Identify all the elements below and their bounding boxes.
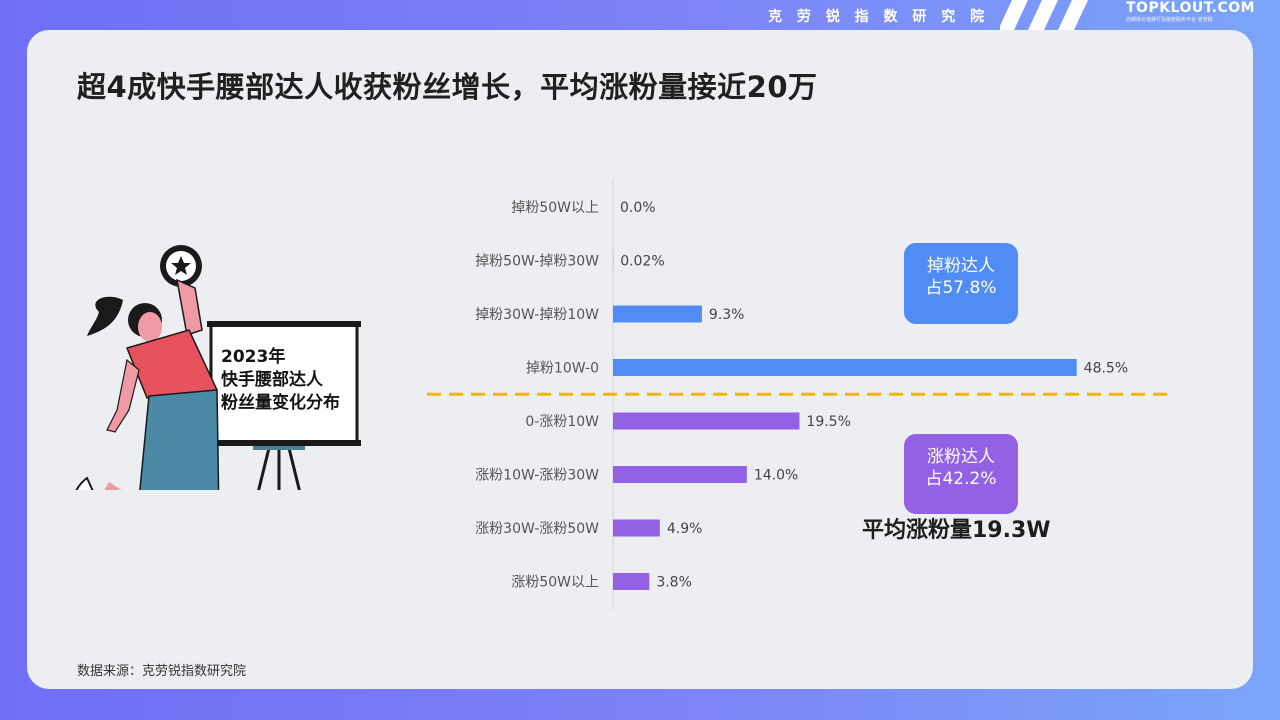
brand-name: TOPKLOUT.COM — [1126, 0, 1256, 16]
bar — [613, 519, 660, 537]
category-label: 涨粉10W-涨粉30W — [475, 468, 599, 484]
value-label: 14.0% — [754, 468, 798, 484]
content-card: 超4成快手腰部达人收获粉丝增长，平均涨粉量接近20万 — [27, 30, 1253, 689]
value-label: 19.5% — [806, 414, 850, 430]
value-label: 48.5% — [1084, 361, 1128, 377]
bar — [613, 359, 1077, 376]
fan-change-bar-chart: 掉粉50W以上 0.0% 掉粉50W-掉粉30W 0.02% 掉粉30W-掉粉10W 9.… — [427, 180, 1167, 610]
category-label: 0-涨粉10W — [525, 414, 599, 430]
category-label: 掉粉50W-掉粉30W — [475, 254, 599, 270]
board-topic: 粉丝量变化分布 — [221, 393, 340, 413]
average-gain-label: 平均涨粉量19.3W — [862, 518, 1051, 543]
loss-callout: 掉粉达人 占57.8% — [904, 243, 1018, 324]
board-year: 2023年 — [221, 347, 286, 367]
loss-callout-share: 占57.8% — [925, 278, 997, 298]
data-source: 数据来源：克劳锐指数研究院 — [77, 664, 247, 679]
banner-title: 克 劳 锐 指 数 研 究 院 — [768, 9, 990, 25]
value-label: 0.0% — [620, 200, 656, 216]
value-label: 9.3% — [709, 307, 745, 323]
brand-logo: TOPKLOUT.COM 自媒体价值排行及版权服务平台 克劳锐 — [1126, 0, 1255, 24]
bar — [613, 573, 650, 590]
brand-tagline: 自媒体价值排行及版权服务平台 克劳锐 — [1126, 17, 1213, 23]
category-label: 掉粉50W以上 — [511, 200, 599, 216]
page-title: 超4成快手腰部达人收获粉丝增长，平均涨粉量接近20万 — [77, 70, 818, 104]
gain-callout-title: 涨粉达人 — [927, 447, 995, 467]
board-subject: 快手腰部达人 — [221, 370, 323, 390]
category-label: 掉粉30W-掉粉10W — [475, 307, 599, 323]
decorative-stripes — [1000, 0, 1088, 30]
category-label: 涨粉30W-涨粉50W — [475, 521, 599, 537]
bar — [613, 412, 800, 430]
bar — [613, 466, 747, 483]
value-label: 3.8% — [656, 575, 692, 591]
category-label: 掉粉10W-0 — [526, 361, 599, 377]
presenter-illustration — [75, 245, 361, 490]
gain-callout: 涨粉达人 占42.2% — [904, 434, 1018, 514]
board-caption: 2023年 快手腰部达人 粉丝量变化分布 — [221, 346, 340, 415]
loss-callout-title: 掉粉达人 — [927, 256, 995, 276]
value-label: 4.9% — [667, 521, 703, 537]
bar — [613, 305, 702, 323]
category-label: 涨粉50W以上 — [511, 575, 599, 591]
gain-callout-share: 占42.2% — [925, 469, 997, 489]
value-label: 0.02% — [620, 254, 664, 270]
